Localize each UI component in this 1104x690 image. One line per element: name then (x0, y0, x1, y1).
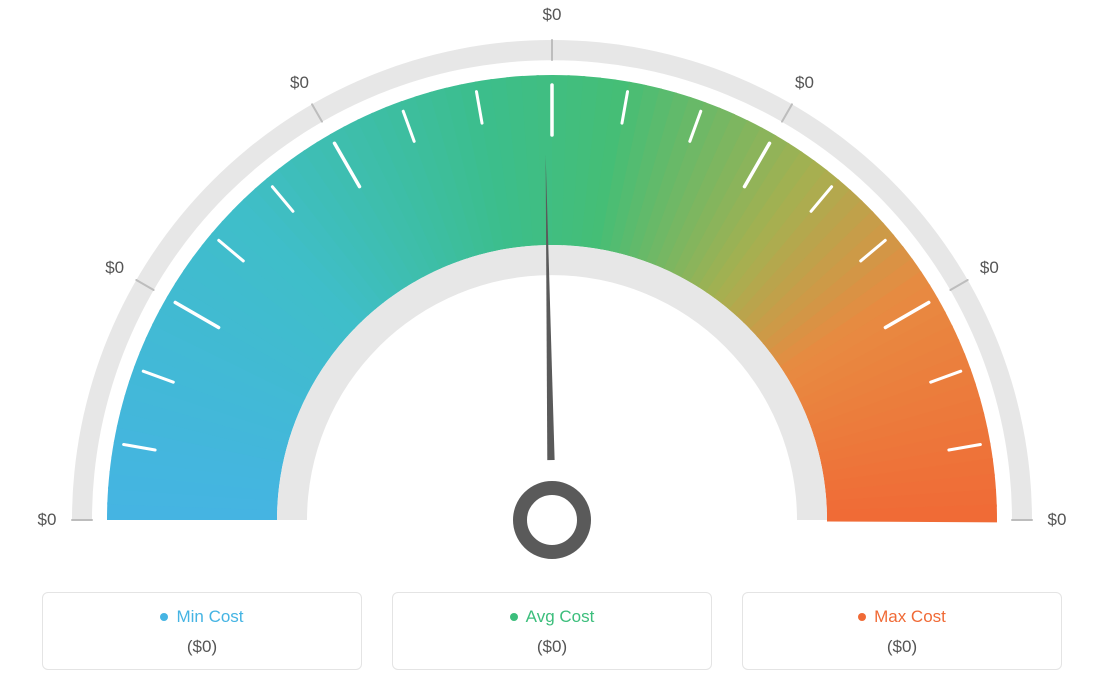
legend-value-min: ($0) (53, 637, 351, 657)
gauge-tick-label: $0 (795, 73, 814, 93)
legend-card-max: Max Cost ($0) (742, 592, 1062, 670)
gauge-tick-label: $0 (290, 73, 309, 93)
gauge-chart: $0 $0 $0 $0 $0 $0 $0 (0, 0, 1104, 560)
gauge-tick-label: $0 (105, 258, 124, 278)
gauge-tick-label: $0 (980, 258, 999, 278)
legend-card-avg: Avg Cost ($0) (392, 592, 712, 670)
legend-dot-min (160, 613, 168, 621)
legend-value-avg: ($0) (403, 637, 701, 657)
legend-value-max: ($0) (753, 637, 1051, 657)
gauge-tick-label: $0 (1048, 510, 1067, 530)
legend-card-min: Min Cost ($0) (42, 592, 362, 670)
gauge-svg (0, 0, 1104, 560)
gauge-tick-label: $0 (38, 510, 57, 530)
legend-label-avg: Avg Cost (526, 607, 595, 627)
legend-dot-avg (510, 613, 518, 621)
legend-label-max: Max Cost (874, 607, 946, 627)
gauge-tick-label: $0 (543, 5, 562, 25)
legend-label-min: Min Cost (176, 607, 243, 627)
legend-row: Min Cost ($0) Avg Cost ($0) Max Cost ($0… (42, 592, 1062, 670)
cost-gauge-widget: $0 $0 $0 $0 $0 $0 $0 Min Cost ($0) Avg Cost ($… (0, 0, 1104, 690)
legend-dot-max (858, 613, 866, 621)
